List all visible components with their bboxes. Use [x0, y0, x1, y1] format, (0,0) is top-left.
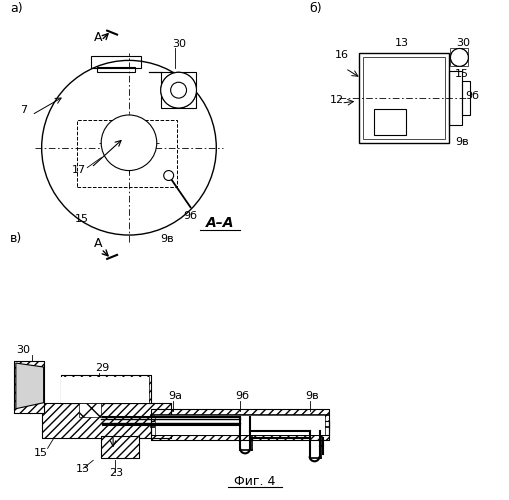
Bar: [154, 414, 325, 434]
Bar: [97, 68, 135, 72]
Circle shape: [101, 115, 156, 170]
Text: 29: 29: [95, 363, 109, 373]
Bar: [151, 420, 329, 428]
Text: 9в: 9в: [455, 136, 468, 146]
Bar: [362, 58, 444, 139]
Text: 9в: 9в: [160, 234, 174, 244]
Text: 7: 7: [20, 105, 27, 115]
Text: б): б): [309, 2, 322, 15]
Text: а): а): [10, 2, 22, 15]
Text: 30: 30: [16, 345, 30, 355]
Circle shape: [42, 60, 216, 235]
Text: 15: 15: [74, 214, 88, 224]
Text: в): в): [10, 232, 22, 245]
Bar: [77, 120, 176, 188]
Bar: [160, 72, 196, 108]
Text: 12: 12: [329, 95, 343, 105]
Bar: [373, 109, 405, 135]
Text: 30: 30: [173, 38, 186, 48]
Bar: [151, 420, 329, 434]
Text: 15: 15: [34, 448, 48, 458]
Text: 13: 13: [394, 38, 408, 48]
Text: Фиг. 4: Фиг. 4: [234, 475, 275, 488]
Text: 23: 23: [109, 468, 123, 478]
Text: 13: 13: [75, 464, 89, 474]
Bar: [154, 414, 325, 434]
Circle shape: [449, 48, 467, 66]
Bar: [42, 403, 171, 438]
Circle shape: [160, 72, 196, 108]
Text: 9б: 9б: [464, 91, 478, 101]
Bar: [101, 436, 138, 458]
Text: 16: 16: [334, 50, 348, 60]
Bar: [14, 361, 44, 412]
Text: 17: 17: [71, 164, 86, 174]
Bar: [358, 54, 447, 143]
Bar: [151, 408, 329, 440]
Text: А: А: [94, 237, 102, 250]
Bar: [62, 375, 151, 403]
Bar: [101, 436, 138, 458]
Text: 9в: 9в: [305, 391, 319, 401]
Text: 30: 30: [456, 38, 469, 48]
Text: А–А: А–А: [206, 216, 234, 230]
Circle shape: [160, 72, 196, 108]
Circle shape: [163, 170, 173, 180]
Text: 9а: 9а: [168, 391, 182, 401]
Bar: [449, 48, 467, 66]
Bar: [79, 403, 101, 416]
Bar: [91, 56, 140, 68]
Bar: [462, 81, 469, 115]
Text: 9б: 9б: [183, 211, 197, 221]
Circle shape: [449, 48, 467, 66]
Bar: [42, 403, 171, 438]
Bar: [14, 361, 44, 412]
Text: 9б: 9б: [235, 391, 249, 401]
Bar: [151, 408, 329, 440]
Bar: [447, 72, 462, 125]
Bar: [62, 375, 151, 403]
Bar: [62, 377, 149, 403]
Polygon shape: [16, 363, 44, 408]
Bar: [62, 377, 149, 403]
Circle shape: [171, 82, 186, 98]
Text: А: А: [94, 30, 102, 44]
Text: 15: 15: [454, 70, 468, 80]
